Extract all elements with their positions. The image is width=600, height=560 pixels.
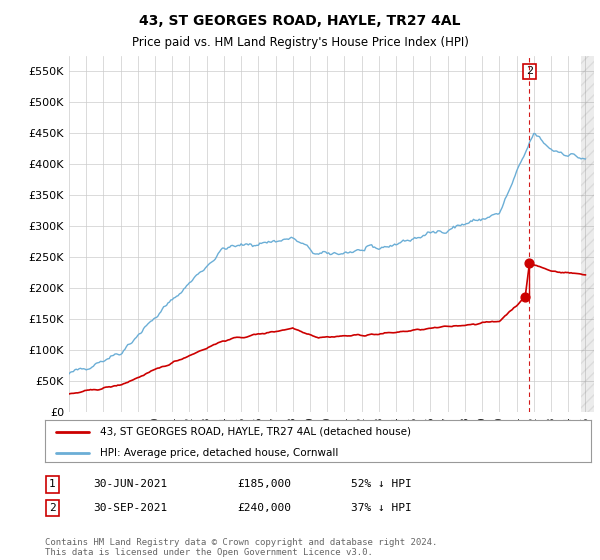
Text: 2: 2 [526,67,533,77]
Text: Price paid vs. HM Land Registry's House Price Index (HPI): Price paid vs. HM Land Registry's House … [131,36,469,49]
Text: 43, ST GEORGES ROAD, HAYLE, TR27 4AL (detached house): 43, ST GEORGES ROAD, HAYLE, TR27 4AL (de… [100,427,410,437]
Text: 30-JUN-2021: 30-JUN-2021 [93,479,167,489]
Text: £185,000: £185,000 [237,479,291,489]
Text: 52% ↓ HPI: 52% ↓ HPI [351,479,412,489]
Text: 1: 1 [49,479,56,489]
Text: 43, ST GEORGES ROAD, HAYLE, TR27 4AL: 43, ST GEORGES ROAD, HAYLE, TR27 4AL [139,14,461,28]
Text: 37% ↓ HPI: 37% ↓ HPI [351,503,412,513]
Text: £240,000: £240,000 [237,503,291,513]
Bar [581,56,594,412]
Point [524,259,534,268]
Text: Contains HM Land Registry data © Crown copyright and database right 2024.
This d: Contains HM Land Registry data © Crown c… [45,538,437,557]
Text: 30-SEP-2021: 30-SEP-2021 [93,503,167,513]
Text: HPI: Average price, detached house, Cornwall: HPI: Average price, detached house, Corn… [100,448,338,458]
Point [520,293,530,302]
Text: 2: 2 [49,503,56,513]
